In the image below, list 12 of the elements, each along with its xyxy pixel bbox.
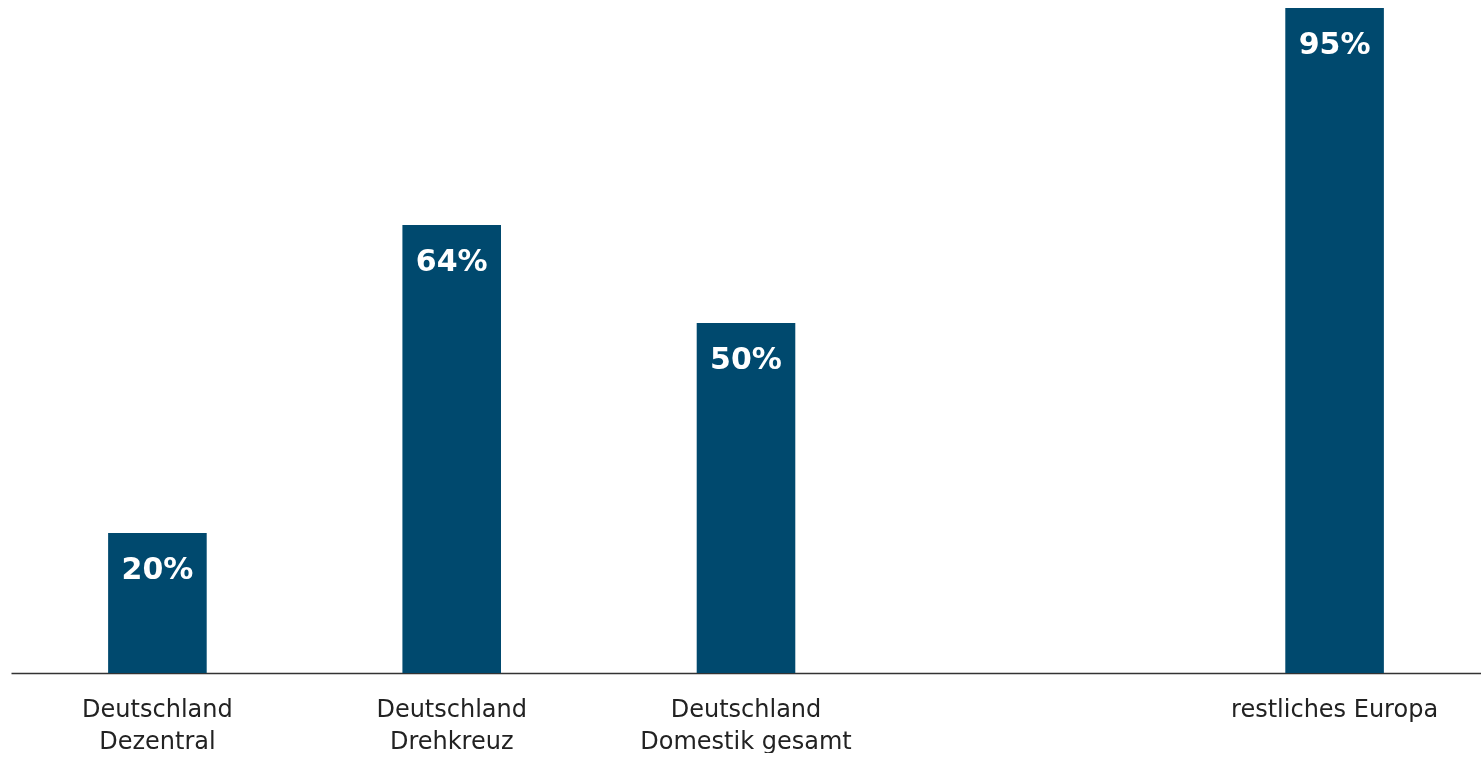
- bar: [696, 323, 796, 673]
- bar: [1285, 8, 1384, 673]
- data-label: 50%: [710, 341, 782, 376]
- x-tick-label: Deutschland Dezentral: [82, 694, 233, 755]
- bar: [108, 533, 207, 673]
- data-label: 20%: [121, 551, 194, 586]
- data-label: 95%: [1298, 26, 1371, 61]
- x-tick-label: Deutschland Domestik gesamt: [640, 694, 852, 755]
- data-label: 64%: [415, 243, 488, 278]
- x-tick-label: restliches Europa: [1231, 694, 1439, 723]
- bar: [402, 225, 501, 673]
- x-tick-label: Deutschland Drehkreuz: [376, 694, 528, 755]
